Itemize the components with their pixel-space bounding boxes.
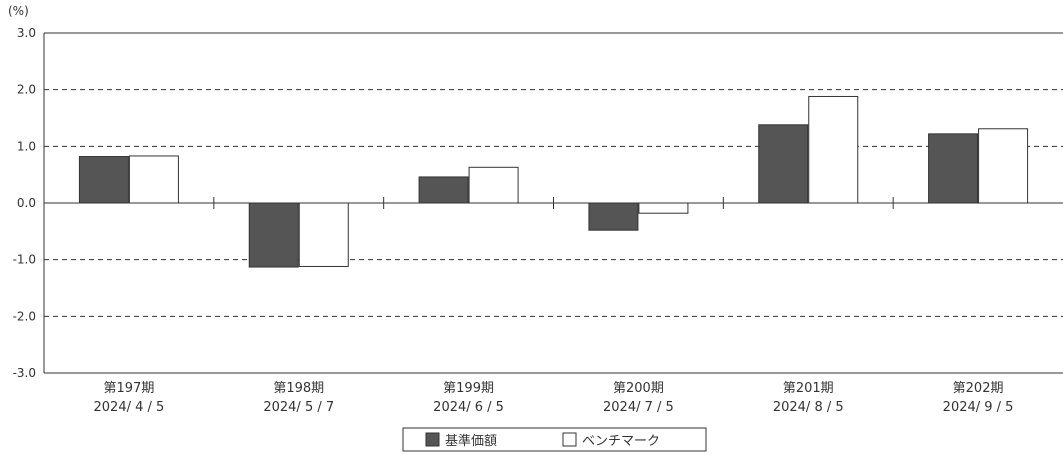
x-category-date: 2024/ 7 / 5: [603, 400, 674, 415]
bar: [758, 124, 809, 204]
y-tick-label: -1.0: [13, 253, 36, 267]
x-category-label: 第197期: [104, 381, 155, 396]
bar-series: [78, 95, 1029, 268]
y-tick-label: 2.0: [17, 83, 36, 97]
legend: 基準価額 ベンチマーク: [402, 427, 707, 452]
x-category-label: 第202期: [953, 381, 1004, 396]
bar: [588, 202, 639, 231]
x-category-label: 第200期: [613, 381, 664, 396]
bar: [248, 202, 299, 268]
y-axis-tick-labels: 3.0 2.0 1.0 0.0 -1.0 -2.0 -3.0: [13, 26, 36, 380]
legend-label: ベンチマーク: [582, 434, 660, 449]
x-category-date: 2024/ 9 / 5: [943, 400, 1014, 415]
x-category-date: 2024/ 4 / 5: [94, 400, 165, 415]
legend-label: 基準価額: [445, 433, 497, 449]
bar: [418, 176, 469, 204]
y-tick-label: -2.0: [13, 309, 36, 323]
legend-swatch: [425, 432, 440, 447]
x-category-label: 第198期: [273, 381, 324, 396]
x-category-label: 第201期: [783, 381, 834, 396]
bar: [468, 166, 519, 204]
bar: [638, 202, 689, 214]
bar: [78, 156, 129, 204]
bar: [928, 133, 979, 204]
bar: [298, 202, 349, 267]
x-axis: 第197期 2024/ 4 / 5 第198期 2024/ 5 / 7 第199期 202…: [44, 197, 1063, 415]
legend-box: [402, 427, 707, 452]
x-category-date: 2024/ 6 / 5: [433, 400, 504, 415]
plot-frame: [43, 32, 1063, 374]
x-category-date: 2024/ 8 / 5: [773, 400, 844, 415]
y-tick-label: 0.0: [17, 196, 36, 210]
y-tick-label: 3.0: [17, 26, 36, 40]
x-category-date: 2024/ 5 / 7: [263, 400, 334, 415]
bar: [978, 128, 1029, 204]
grid-lines: [44, 89, 1063, 317]
bar: [128, 155, 179, 204]
y-tick-label: -3.0: [13, 366, 36, 380]
y-axis-unit-label: (%): [8, 4, 29, 18]
bar: [808, 95, 859, 204]
x-category-label: 第199期: [443, 381, 494, 396]
legend-swatch: [562, 432, 577, 447]
y-tick-label: 1.0: [17, 139, 36, 153]
